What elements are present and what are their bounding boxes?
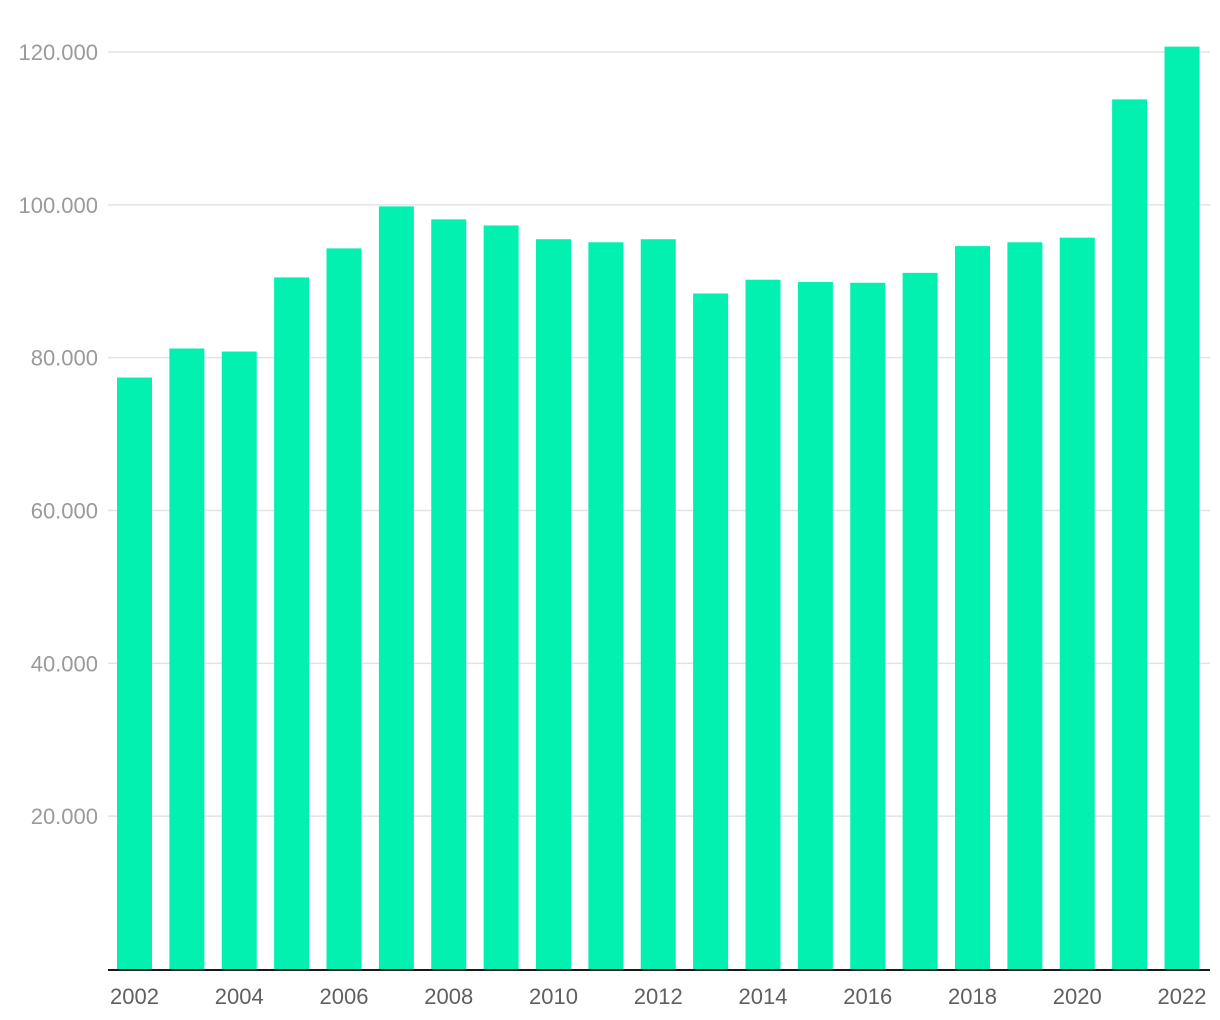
x-tick-label: 2010 [529,984,578,1009]
bar-2006 [326,248,362,969]
bar-2004 [221,351,257,969]
y-tick-label: 20.000 [31,804,98,829]
y-tick-label: 80.000 [31,346,98,371]
bar-2020 [1059,237,1095,969]
y-tick-label: 40.000 [31,651,98,676]
bar-2003 [169,348,205,969]
bar-2021 [1112,99,1148,969]
bar-2014 [745,279,781,969]
bar-2022 [1164,46,1200,970]
bar-2013 [693,293,729,969]
y-tick-label: 120.000 [18,40,98,65]
bar-2016 [850,282,886,969]
x-tick-label: 2022 [1158,984,1207,1009]
x-tick-label: 2002 [110,984,159,1009]
y-axis-tick-labels: 20.000 40.000 60.000 80.000 100.000 120.000 [18,40,98,829]
bars [117,46,1200,970]
bar-2015 [797,282,833,969]
bar-2010 [536,239,571,970]
x-tick-label: 2014 [739,984,788,1009]
x-tick-label: 2004 [215,984,264,1009]
bar-2005 [274,277,310,969]
bar-2012 [640,239,676,970]
bar-2019 [1007,242,1043,970]
bar-2008 [431,219,467,970]
x-tick-label: 2016 [843,984,892,1009]
x-tick-label: 2012 [634,984,683,1009]
bar-2009 [483,225,519,970]
x-axis-tick-labels: 2002 2004 2006 2008 2010 2012 2014 2016 2018 2020… [110,984,1206,1009]
bar-2017 [902,272,938,969]
bar-2018 [955,246,990,969]
bar-2007 [378,206,414,969]
x-tick-label: 2020 [1053,984,1102,1009]
bar-2002 [117,377,152,969]
y-tick-label: 100.000 [18,193,98,218]
y-tick-label: 60.000 [31,499,98,524]
x-tick-label: 2008 [424,984,473,1009]
x-tick-label: 2006 [320,984,369,1009]
bar-2011 [588,242,624,970]
x-tick-label: 2018 [948,984,997,1009]
